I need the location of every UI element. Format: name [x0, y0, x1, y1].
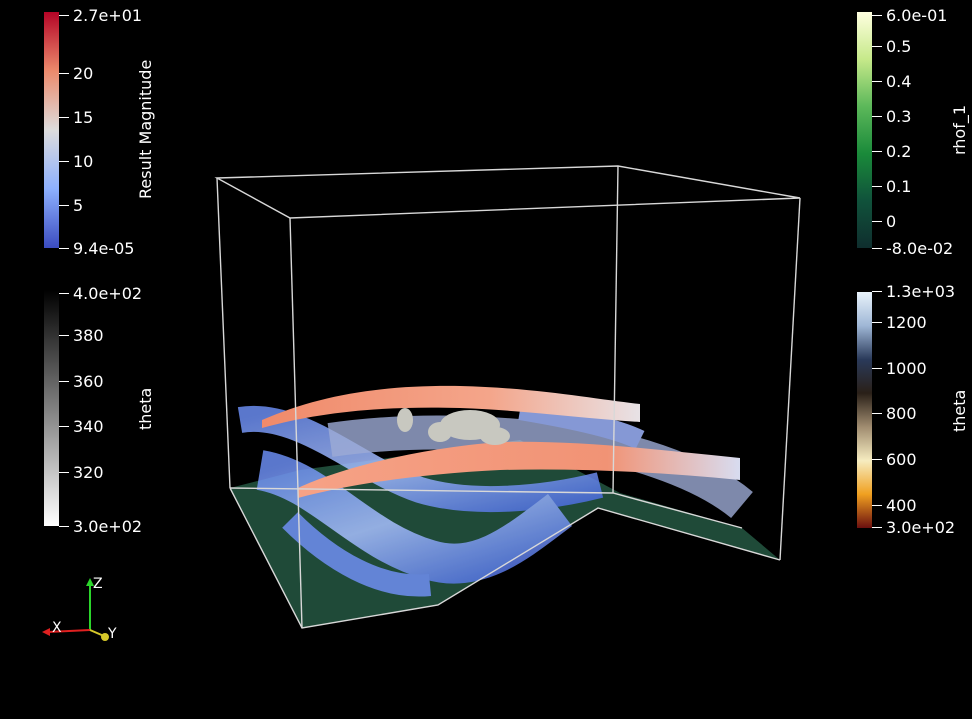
axis-label-z: Z [93, 576, 103, 592]
tick-label: 3.0e+02 [872, 520, 955, 536]
tick-label: 15 [59, 110, 93, 126]
tick-label: 0.2 [872, 144, 911, 160]
velocity-sheet-upper [262, 385, 640, 428]
theta-colorbar-left: 4.0e+02 380 360 340 320 3.0e+02 theta [44, 286, 164, 535]
axis-label-y: Y [107, 626, 117, 642]
tick-label: 3.0e+02 [59, 519, 142, 535]
tick-label: 800 [872, 406, 917, 422]
tick-label: 1200 [872, 315, 927, 331]
tick-label: 600 [872, 452, 917, 468]
tick-label: 340 [59, 419, 104, 435]
tick-label: 6.0e-01 [872, 8, 947, 24]
tick-label: 20 [59, 66, 93, 82]
tick-label: 0.4 [872, 74, 911, 90]
colorbar-title: theta [950, 389, 969, 432]
tick-label: 1000 [872, 361, 927, 377]
tick-label: 400 [872, 498, 917, 514]
result-magnitude-gradient [44, 12, 59, 248]
theta-gradient-left [44, 290, 59, 526]
tick-label: 5 [59, 198, 83, 214]
tick-label: 380 [59, 328, 104, 344]
axis-label-x: X [52, 620, 62, 636]
tick-label: 2.7e+01 [59, 8, 142, 24]
tick-label: 1.3e+03 [872, 284, 955, 300]
tick-label: -8.0e-02 [872, 241, 953, 257]
tick-label: 10 [59, 154, 93, 170]
colorbar-title: Result Magnitude [136, 59, 155, 199]
tick-label: 4.0e+02 [59, 286, 142, 302]
tick-label: 0.5 [872, 39, 911, 55]
building-structure [397, 408, 510, 445]
rhof-colorbar: 6.0e-01 0.5 0.4 0.3 0.2 0.1 0 -8.0e-02 r… [857, 8, 971, 257]
tick-label: 320 [59, 465, 104, 481]
tick-label: 0.3 [872, 109, 911, 125]
result-magnitude-colorbar: 2.7e+01 20 15 10 5 9.4e-05 Result Magnit… [44, 8, 164, 257]
colorbar-title: rhof_1 [950, 104, 969, 155]
tick-label: 0 [872, 214, 896, 230]
colorbar-title: theta [136, 387, 155, 430]
tick-label: 360 [59, 374, 104, 390]
velocity-sheet-lower [298, 441, 740, 498]
theta-gradient-right [857, 292, 872, 528]
theta-colorbar-right: 1.3e+03 1200 1000 800 600 400 3.0e+02 th… [857, 284, 971, 536]
orientation-axes: Z X Y [42, 576, 117, 642]
tick-label: 9.4e-05 [59, 241, 134, 257]
bounding-box [214, 165, 801, 629]
tick-label: 0.1 [872, 179, 911, 195]
rhof-gradient [857, 12, 872, 248]
